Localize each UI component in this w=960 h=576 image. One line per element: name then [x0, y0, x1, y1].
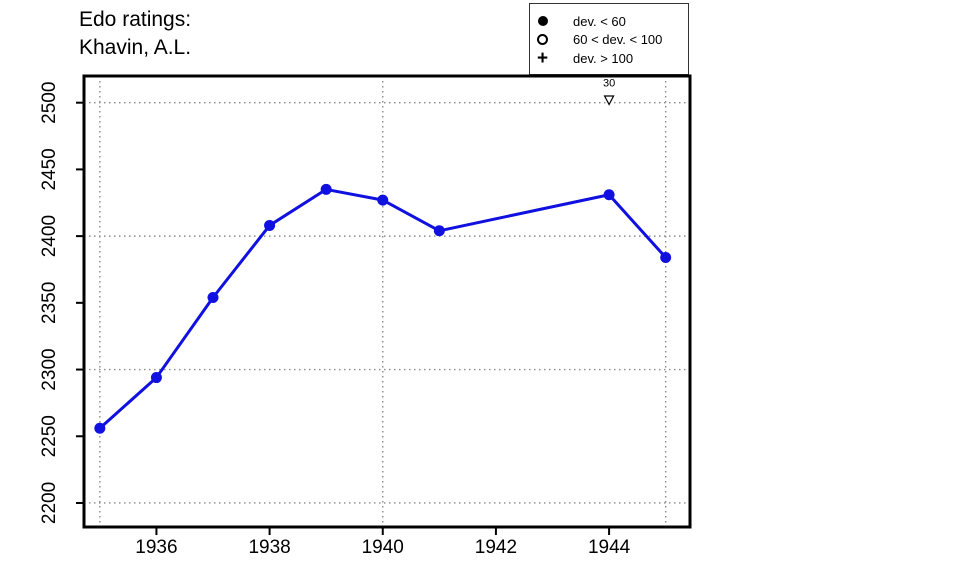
open-circle-icon [536, 33, 549, 46]
filled-circle-icon [536, 15, 549, 28]
x-tick-label: 1944 [588, 537, 631, 558]
y-tick-label: 2200 [39, 482, 60, 524]
legend-item: dev. < 60 [530, 12, 688, 31]
y-tick-label: 2350 [39, 282, 60, 324]
games-count-annotation: 30 [603, 78, 615, 90]
data-point [150, 372, 162, 384]
data-point [320, 183, 332, 195]
y-tick-label: 2500 [39, 82, 60, 124]
x-tick-label: 1940 [362, 537, 404, 558]
data-point [433, 225, 445, 237]
data-point [207, 291, 219, 303]
chart-title-line1: Edo ratings: [79, 8, 192, 31]
chart-title: Edo ratings: Khavin, A.L. [79, 6, 191, 62]
data-point [377, 194, 389, 206]
data-point [94, 422, 106, 434]
legend-item: + dev. > 100 [530, 49, 688, 68]
x-tick-label: 1938 [248, 537, 290, 558]
open-triangle-down-icon [603, 95, 615, 106]
y-tick-label: 2450 [39, 148, 60, 190]
data-point [660, 251, 672, 263]
x-tick-label: 1942 [475, 537, 517, 558]
plot-frame [82, 74, 692, 529]
legend-item-label: dev. < 60 [573, 13, 626, 29]
legend-item-label: dev. > 100 [573, 50, 634, 66]
y-tick-label: 2400 [39, 215, 60, 257]
data-point [603, 189, 615, 201]
x-tick-label: 1936 [135, 537, 177, 558]
legend: dev. < 60 60 < dev. < 100 + dev. > 100 [529, 3, 689, 75]
y-tick-label: 2300 [39, 348, 60, 390]
legend-item-label: 60 < dev. < 100 [573, 32, 663, 48]
legend-item: 60 < dev. < 100 [530, 31, 688, 50]
y-tick-label: 2250 [39, 415, 60, 457]
plus-icon: + [536, 47, 549, 69]
chart-title-line2: Khavin, A.L. [79, 36, 192, 59]
data-point [264, 219, 276, 231]
